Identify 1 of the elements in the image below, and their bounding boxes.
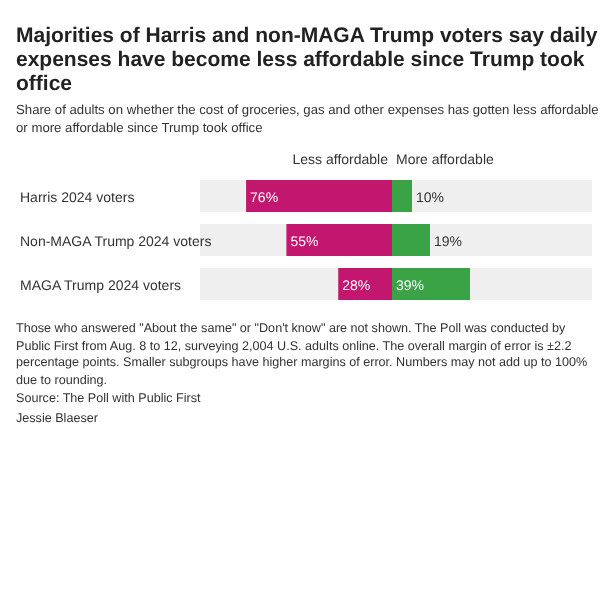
chart-title: Majorities of Harris and non-MAGA Trump voters say daily expenses have become less affordable since Trump took office bbox=[16, 24, 600, 97]
